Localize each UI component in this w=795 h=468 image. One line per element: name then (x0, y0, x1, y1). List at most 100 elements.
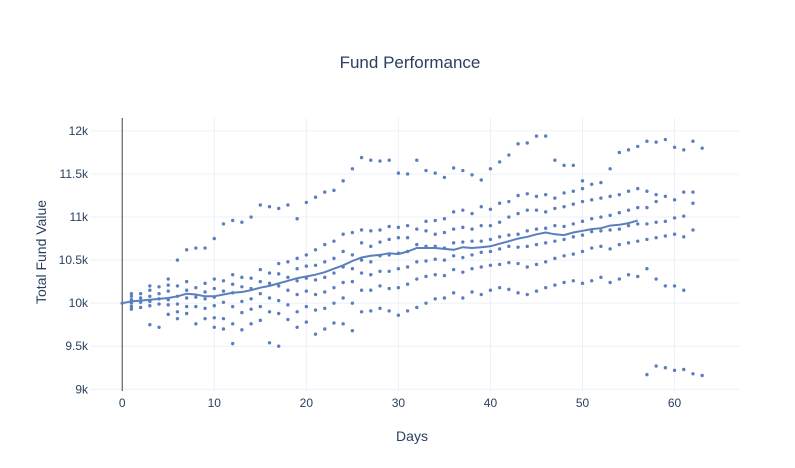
data-point (535, 243, 538, 246)
data-point (148, 289, 151, 292)
data-point (443, 217, 446, 220)
data-point (369, 309, 372, 312)
data-point (277, 345, 280, 348)
data-point (286, 318, 289, 321)
data-point (516, 233, 519, 236)
data-point (553, 239, 556, 242)
data-point (341, 281, 344, 284)
data-point (434, 273, 437, 276)
data-point (268, 296, 271, 299)
data-point (682, 148, 685, 151)
data-point (185, 248, 188, 251)
data-point (608, 281, 611, 284)
x-tick-label: 50 (576, 396, 590, 410)
data-point (636, 187, 639, 190)
data-point (691, 228, 694, 231)
x-tick-label: 0 (119, 396, 126, 410)
data-point (526, 192, 529, 195)
data-point (553, 283, 556, 286)
data-point (645, 267, 648, 270)
data-point (369, 289, 372, 292)
data-point (167, 313, 170, 316)
data-point (415, 227, 418, 230)
data-point (406, 224, 409, 227)
data-point (259, 280, 262, 283)
data-point (544, 241, 547, 244)
data-point (268, 205, 271, 208)
data-point (489, 250, 492, 253)
x-tick-labels: 0 10 20 30 40 50 60 (119, 396, 682, 410)
data-point (397, 267, 400, 270)
data-point (590, 279, 593, 282)
data-point (295, 279, 298, 282)
data-point (673, 369, 676, 372)
data-point (148, 304, 151, 307)
data-point (415, 277, 418, 280)
data-point (369, 245, 372, 248)
scatter-points (121, 134, 704, 377)
data-point (562, 281, 565, 284)
data-point (130, 305, 133, 308)
data-point (369, 273, 372, 276)
data-point (194, 305, 197, 308)
data-point (397, 236, 400, 239)
data-point (682, 289, 685, 292)
data-point (553, 207, 556, 210)
data-point (470, 239, 473, 242)
data-point (341, 322, 344, 325)
data-point (480, 265, 483, 268)
data-point (314, 278, 317, 281)
data-point (323, 260, 326, 263)
data-point (553, 224, 556, 227)
data-point (203, 317, 206, 320)
data-point (516, 291, 519, 294)
x-tick-label: 30 (392, 396, 406, 410)
data-point (231, 322, 234, 325)
data-point (489, 264, 492, 267)
data-point (461, 208, 464, 211)
data-point (682, 214, 685, 217)
data-point (461, 270, 464, 273)
data-point (498, 286, 501, 289)
data-point (572, 202, 575, 205)
data-point (378, 307, 381, 310)
data-point (314, 248, 317, 251)
data-point (378, 270, 381, 273)
data-point (590, 198, 593, 201)
data-point (397, 171, 400, 174)
data-point (167, 283, 170, 286)
data-point (157, 285, 160, 288)
data-point (305, 305, 308, 308)
data-point (535, 208, 538, 211)
data-point (590, 230, 593, 233)
data-point (691, 202, 694, 205)
data-point (673, 216, 676, 219)
data-point (700, 146, 703, 149)
data-point (231, 273, 234, 276)
data-point (351, 231, 354, 234)
data-point (332, 189, 335, 192)
data-point (277, 299, 280, 302)
data-point (176, 284, 179, 287)
data-point (691, 140, 694, 143)
data-point (553, 257, 556, 260)
data-point (406, 236, 409, 239)
data-point (608, 247, 611, 250)
data-point (516, 212, 519, 215)
data-point (443, 274, 446, 277)
data-point (434, 297, 437, 300)
data-point (682, 190, 685, 193)
data-point (332, 301, 335, 304)
data-point (387, 158, 390, 161)
data-point (526, 265, 529, 268)
data-point (295, 257, 298, 260)
data-point (673, 198, 676, 201)
data-point (581, 200, 584, 203)
data-point (498, 247, 501, 250)
data-point (213, 326, 216, 329)
data-point (654, 277, 657, 280)
data-point (654, 140, 657, 143)
data-point (682, 368, 685, 371)
data-point (277, 312, 280, 315)
